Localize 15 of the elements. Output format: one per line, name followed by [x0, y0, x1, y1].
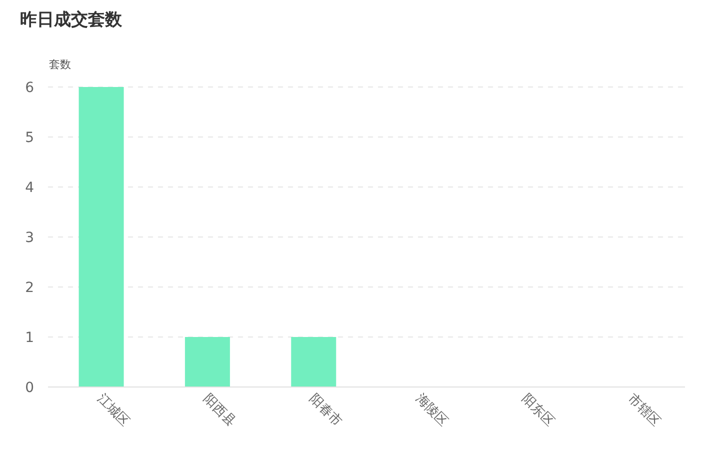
y-tick-label: 3 [25, 230, 34, 246]
y-tick-label: 2 [25, 280, 34, 296]
y-tick-label: 0 [25, 380, 34, 396]
y-tick-label: 5 [25, 130, 34, 146]
x-tick-label: 江城区 [94, 391, 132, 430]
x-tick-label: 阳西县 [200, 391, 238, 430]
x-tick-label: 阳春市 [306, 391, 345, 430]
y-tick-label: 4 [25, 180, 34, 196]
chart-title: 昨日成交套数 [20, 9, 122, 31]
x-tick-label: 市辖区 [624, 391, 664, 430]
y-axis-title: 套数 [49, 57, 71, 72]
y-tick-label: 6 [25, 80, 34, 96]
x-tick-label: 阳东区 [518, 391, 557, 430]
x-tick-label: 海陵区 [412, 391, 451, 430]
y-tick-label: 1 [25, 330, 34, 346]
